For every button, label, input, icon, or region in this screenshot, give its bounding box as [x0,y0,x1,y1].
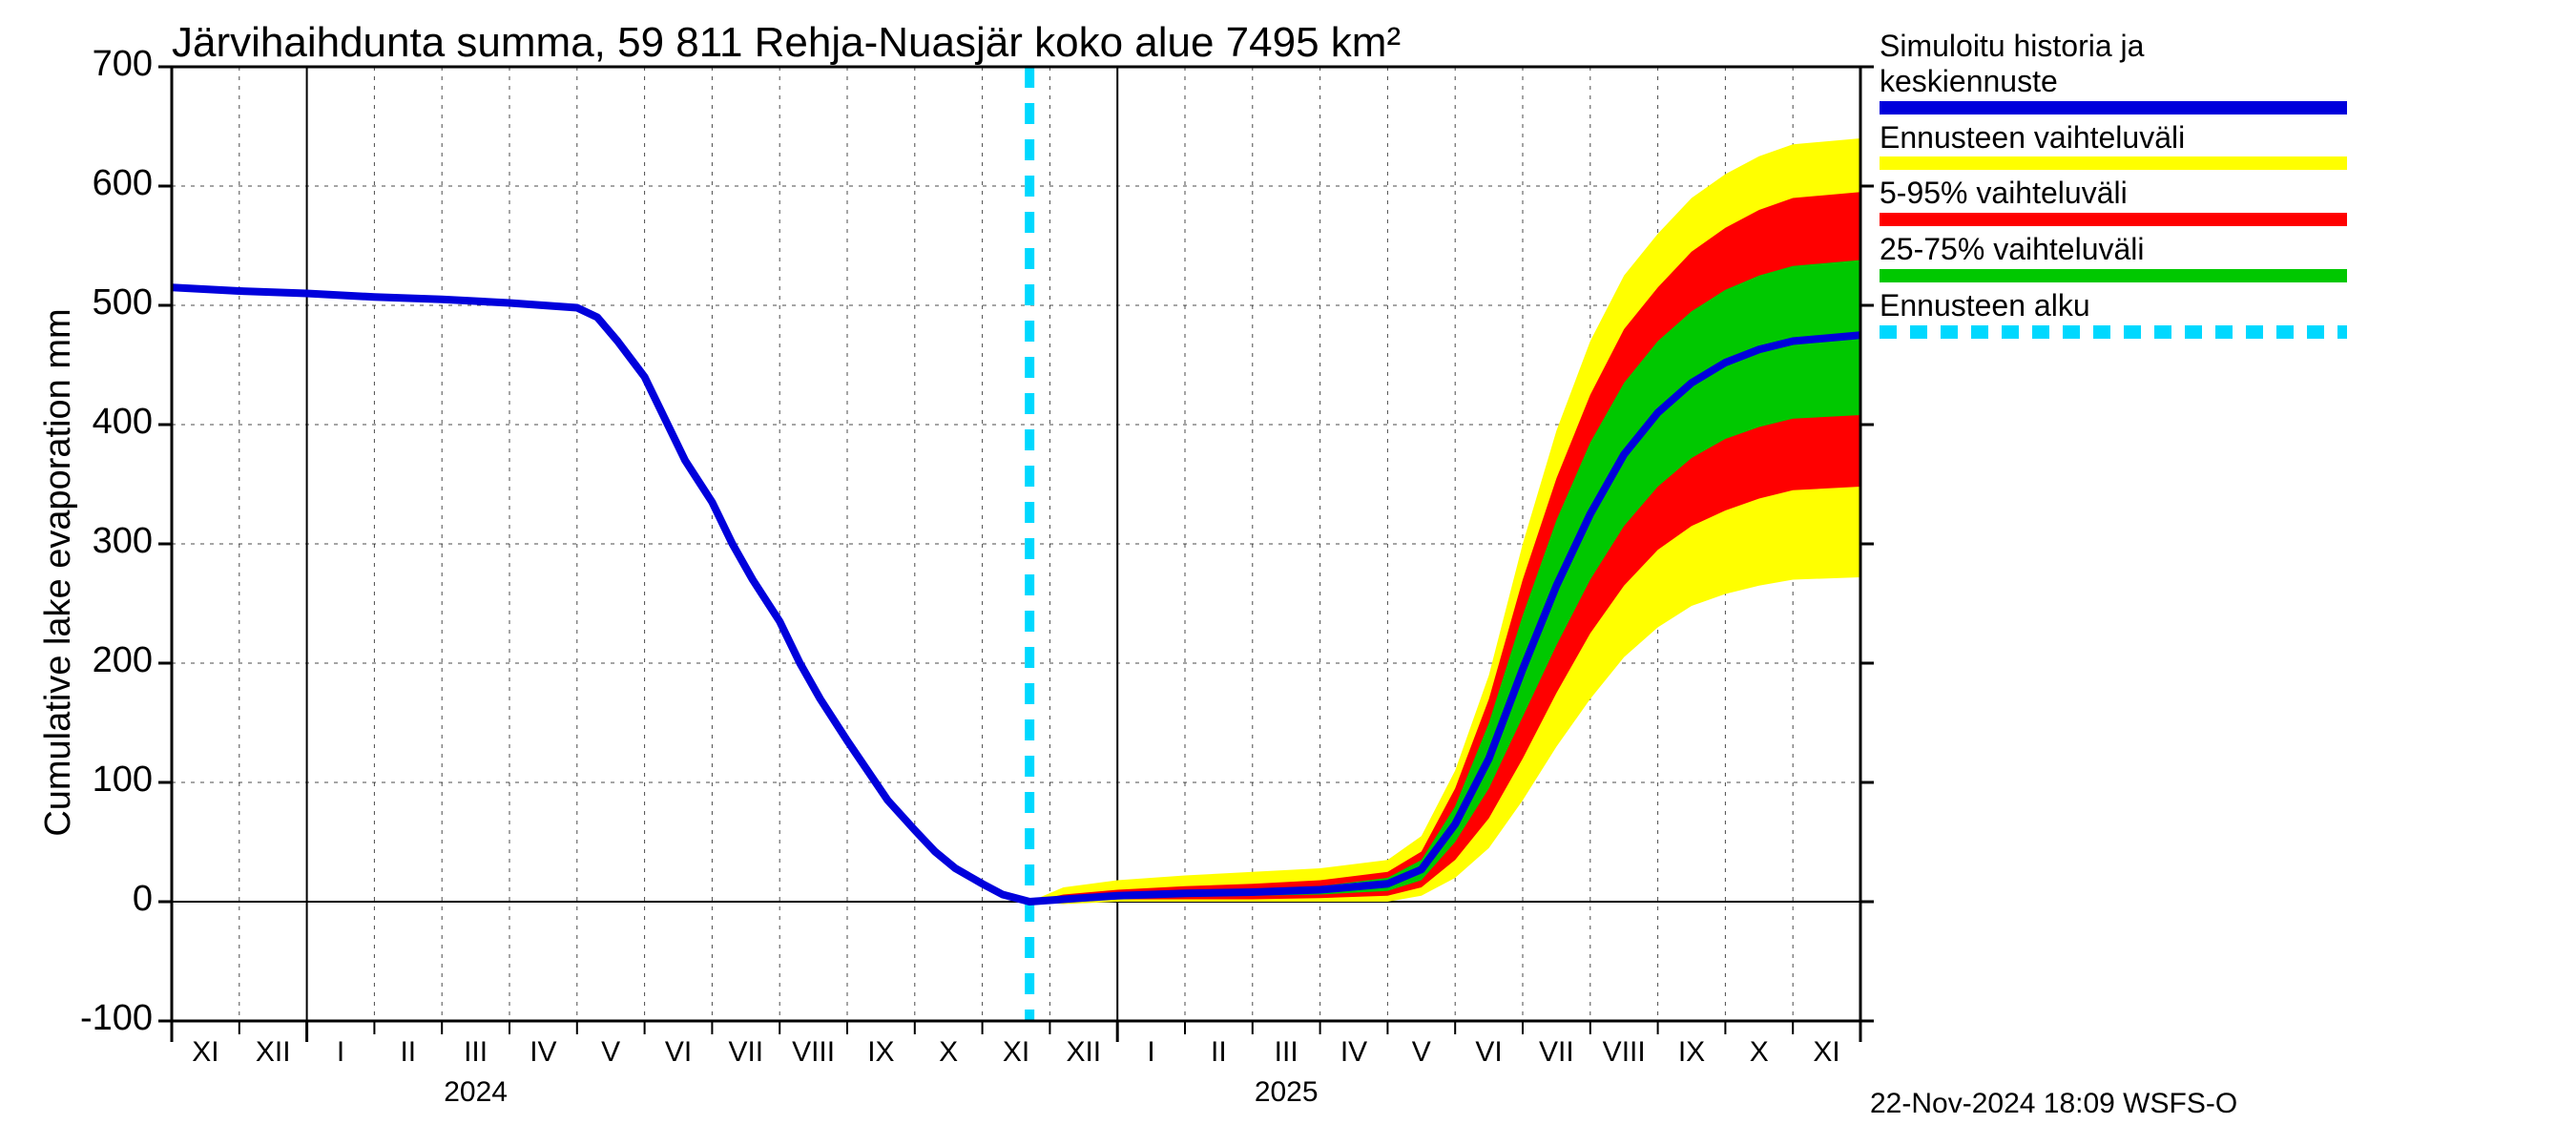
legend-label: Ennusteen vaihteluväli [1880,120,2547,156]
chart-title: Järvihaihdunta summa, 59 811 Rehja-Nuasj… [172,19,1401,67]
x-tick-label: VIII [1603,1036,1646,1069]
x-tick-label: XI [1003,1036,1029,1069]
y-tick-label: 500 [57,282,153,323]
legend-label: Ennusteen alku [1880,288,2547,323]
legend-swatch [1880,101,2347,114]
x-year-label: 2025 [1255,1076,1319,1109]
x-tick-label: IX [1678,1036,1705,1069]
x-tick-label: I [337,1036,344,1069]
x-tick-label: V [1412,1036,1431,1069]
legend-entry: Ennusteen vaihteluväli [1880,120,2547,171]
y-tick-label: 700 [57,44,153,85]
legend-entry: 5-95% vaihteluväli [1880,176,2547,226]
legend-swatch [1880,325,2347,339]
legend-entry: Ennusteen alku [1880,288,2547,339]
x-tick-label: IX [867,1036,894,1069]
y-tick-label: 100 [57,760,153,801]
x-tick-label: X [1750,1036,1769,1069]
x-tick-label: IV [530,1036,556,1069]
x-tick-label: IV [1340,1036,1367,1069]
legend-label: 5-95% vaihteluväli [1880,176,2547,211]
legend: Simuloitu historia ja keskiennuste Ennust… [1880,29,2547,344]
x-tick-label: V [601,1036,620,1069]
y-tick-label: 600 [57,163,153,204]
y-tick-label: 200 [57,640,153,681]
x-year-label: 2024 [444,1076,508,1109]
legend-label: 25-75% vaihteluväli [1880,232,2547,267]
x-tick-label: XII [1066,1036,1101,1069]
legend-swatch [1880,269,2347,282]
legend-entry: Simuloitu historia ja keskiennuste [1880,29,2547,114]
x-tick-label: II [1211,1036,1227,1069]
legend-swatch [1880,213,2347,226]
footer-timestamp: 22-Nov-2024 18:09 WSFS-O [1870,1088,2237,1120]
x-tick-label: VII [1539,1036,1574,1069]
y-tick-label: -100 [57,998,153,1039]
y-tick-label: 400 [57,402,153,443]
x-tick-label: III [464,1036,488,1069]
x-tick-label: VI [1475,1036,1502,1069]
x-tick-label: II [400,1036,416,1069]
x-tick-label: VIII [792,1036,835,1069]
y-tick-label: 300 [57,521,153,562]
legend-entry: 25-75% vaihteluväli [1880,232,2547,282]
x-tick-label: X [939,1036,958,1069]
legend-label: Simuloitu historia ja keskiennuste [1880,29,2547,99]
legend-swatch [1880,156,2347,170]
x-tick-label: VI [665,1036,692,1069]
x-tick-label: XII [256,1036,291,1069]
x-tick-label: I [1147,1036,1154,1069]
x-tick-label: III [1275,1036,1298,1069]
y-axis-label: Cumulative lake evaporation mm [38,308,79,836]
x-tick-label: XI [1813,1036,1839,1069]
x-tick-label: VII [728,1036,763,1069]
x-tick-label: XI [192,1036,218,1069]
y-tick-label: 0 [57,879,153,920]
